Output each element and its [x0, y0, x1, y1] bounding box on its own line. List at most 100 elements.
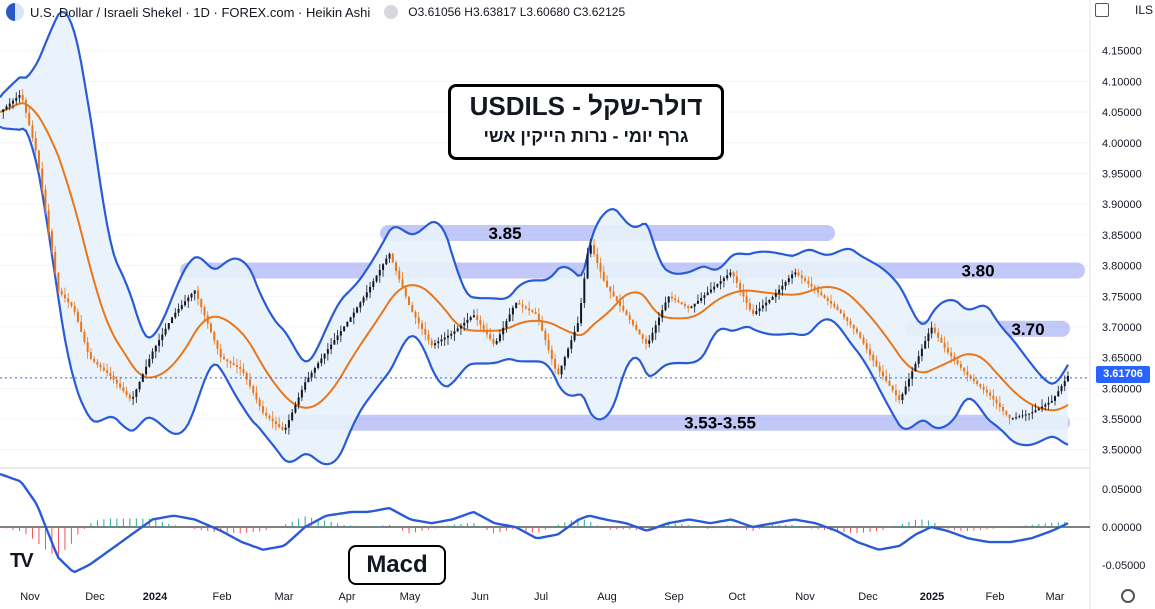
candle-body [797, 272, 800, 276]
candle-body [619, 301, 622, 306]
candle-body [794, 272, 797, 275]
candle-body [917, 356, 920, 364]
candle-body [953, 356, 956, 361]
candle-body [651, 332, 654, 341]
candle-body [138, 381, 141, 390]
candle-body [164, 328, 167, 335]
chart-header: U.S. Dollar / Israeli Shekel · 1D · FORE… [0, 0, 625, 24]
candle-body [73, 305, 76, 312]
candle-body [343, 326, 346, 331]
candle-body [265, 412, 268, 416]
candle-body [219, 348, 222, 358]
candle-body [554, 359, 557, 369]
candle-body [693, 303, 696, 307]
candle-body [430, 340, 433, 346]
candle-body [567, 348, 570, 358]
candle-body [628, 315, 631, 321]
candle-body [830, 300, 833, 304]
candle-body [901, 394, 904, 400]
candle-body [995, 399, 998, 404]
candle-body [398, 270, 401, 280]
candle-body [446, 335, 449, 338]
candle-body [492, 338, 495, 344]
tradingview-logo: TV [10, 550, 34, 572]
candle-body [93, 358, 96, 362]
candle-body [1018, 416, 1021, 418]
candle-body [888, 381, 891, 386]
candle-body [34, 138, 37, 151]
candle-body [1005, 410, 1008, 415]
candle-body [833, 303, 836, 307]
candle-body [904, 386, 907, 395]
price-tick: 3.80000 [1102, 261, 1142, 273]
candle-body [638, 329, 641, 335]
candle-body [940, 337, 943, 343]
candle-body [748, 303, 751, 310]
candle-body [15, 97, 18, 101]
candle-body [872, 354, 875, 361]
candle-body [823, 295, 826, 299]
candle-body [774, 293, 777, 297]
candle-body [716, 283, 719, 287]
candle-body [287, 420, 290, 428]
symbol-title[interactable]: U.S. Dollar / Israeli Shekel · 1D · FORE… [30, 4, 371, 20]
candle-body [210, 323, 213, 333]
candle-body [505, 321, 508, 328]
candle-body [735, 276, 738, 284]
candle-body [972, 378, 975, 382]
candle-body [326, 349, 329, 354]
candle-body [145, 366, 148, 375]
candle-body [635, 324, 638, 330]
candle-body [294, 404, 297, 413]
price-tick: 3.75000 [1102, 291, 1142, 303]
candle-body [132, 396, 135, 399]
candle-body [437, 341, 440, 344]
candle-body [307, 377, 310, 383]
currency-label[interactable]: ILS [1134, 3, 1153, 17]
candle-body [261, 406, 264, 413]
candle-body [550, 349, 553, 360]
candle-body [1031, 412, 1034, 414]
candle-body [284, 427, 287, 430]
candle-body [1044, 404, 1047, 407]
candle-body [128, 394, 131, 399]
candle-body [411, 305, 414, 312]
bollinger-bands [0, 10, 1069, 466]
candle-body [421, 323, 424, 329]
maximize-icon[interactable] [1094, 3, 1109, 17]
candle-body [252, 386, 255, 393]
candle-body [966, 371, 969, 376]
candle-body [989, 392, 992, 396]
candle-body [696, 300, 699, 304]
visibility-icon[interactable] [384, 5, 399, 19]
candle-body [515, 302, 518, 308]
candle-body [356, 307, 359, 313]
candle-body [836, 306, 839, 310]
candle-body [391, 253, 394, 263]
candle-body [216, 340, 219, 349]
candle-body [563, 357, 566, 366]
candle-body [700, 298, 703, 301]
candle-body [518, 302, 521, 305]
candle-body [739, 283, 742, 290]
candle-body [297, 397, 300, 405]
candle-body [31, 125, 34, 139]
candle-body [115, 379, 118, 384]
candle-body [547, 340, 550, 350]
candle-body [401, 279, 404, 288]
candle-body [768, 299, 771, 303]
candle-body [41, 168, 44, 190]
settings-gear-icon[interactable] [1121, 589, 1135, 603]
candle-body [141, 374, 144, 382]
candle-body [1008, 414, 1011, 419]
candle-body [180, 305, 183, 309]
candle-body [125, 391, 128, 395]
candle-body [1002, 407, 1005, 411]
candle-body [541, 321, 544, 331]
candle-body [456, 328, 459, 332]
candle-body [817, 289, 820, 293]
price-axis: 4.15000 4.10000 4.05000 4.00000 3.95000 3.900… [1102, 46, 1145, 572]
title-annotation: דולר-שקל - USDILS גרף יומי - נרות הייקין… [448, 84, 724, 160]
price-tick: 3.55000 [1102, 414, 1142, 426]
